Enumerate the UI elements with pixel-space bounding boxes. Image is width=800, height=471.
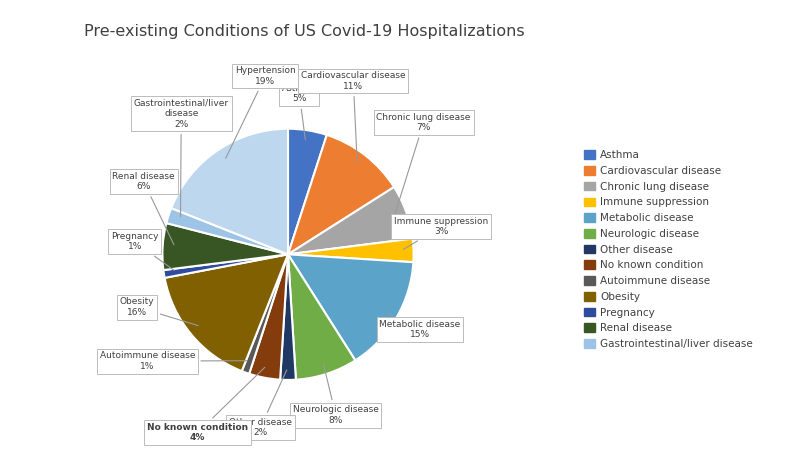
Wedge shape bbox=[280, 254, 296, 380]
Wedge shape bbox=[171, 129, 288, 254]
Text: Autoimmune disease
1%: Autoimmune disease 1% bbox=[99, 351, 247, 371]
Wedge shape bbox=[249, 254, 288, 380]
Text: Metabolic disease
15%: Metabolic disease 15% bbox=[379, 313, 461, 340]
Text: Pre-existing Conditions of US Covid-19 Hospitalizations: Pre-existing Conditions of US Covid-19 H… bbox=[84, 24, 524, 39]
Wedge shape bbox=[163, 254, 288, 278]
Wedge shape bbox=[165, 254, 288, 371]
Wedge shape bbox=[288, 129, 327, 254]
Wedge shape bbox=[166, 208, 288, 254]
Text: Chronic lung disease
7%: Chronic lung disease 7% bbox=[377, 113, 471, 213]
Text: Asthma
5%: Asthma 5% bbox=[282, 84, 317, 140]
Text: Neurologic disease
8%: Neurologic disease 8% bbox=[293, 365, 378, 425]
Wedge shape bbox=[288, 254, 355, 380]
Wedge shape bbox=[288, 254, 414, 360]
Text: Cardiovascular disease
11%: Cardiovascular disease 11% bbox=[301, 71, 406, 162]
Wedge shape bbox=[288, 239, 414, 262]
Text: Obesity
16%: Obesity 16% bbox=[120, 297, 198, 325]
Wedge shape bbox=[288, 135, 394, 254]
Text: Other disease
2%: Other disease 2% bbox=[229, 370, 292, 438]
Wedge shape bbox=[288, 187, 413, 254]
Text: Renal disease
6%: Renal disease 6% bbox=[112, 172, 175, 245]
Text: Immune suppression
3%: Immune suppression 3% bbox=[394, 217, 488, 249]
Text: Gastrointestinal/liver
disease
2%: Gastrointestinal/liver disease 2% bbox=[134, 99, 229, 217]
Legend: Asthma, Cardiovascular disease, Chronic lung disease, Immune suppression, Metabo: Asthma, Cardiovascular disease, Chronic … bbox=[582, 147, 756, 352]
Wedge shape bbox=[242, 254, 288, 374]
Text: Hypertension
19%: Hypertension 19% bbox=[226, 66, 296, 158]
Text: Pregnancy
1%: Pregnancy 1% bbox=[111, 232, 174, 270]
Wedge shape bbox=[162, 223, 288, 270]
Text: No known condition
4%: No known condition 4% bbox=[147, 367, 265, 442]
